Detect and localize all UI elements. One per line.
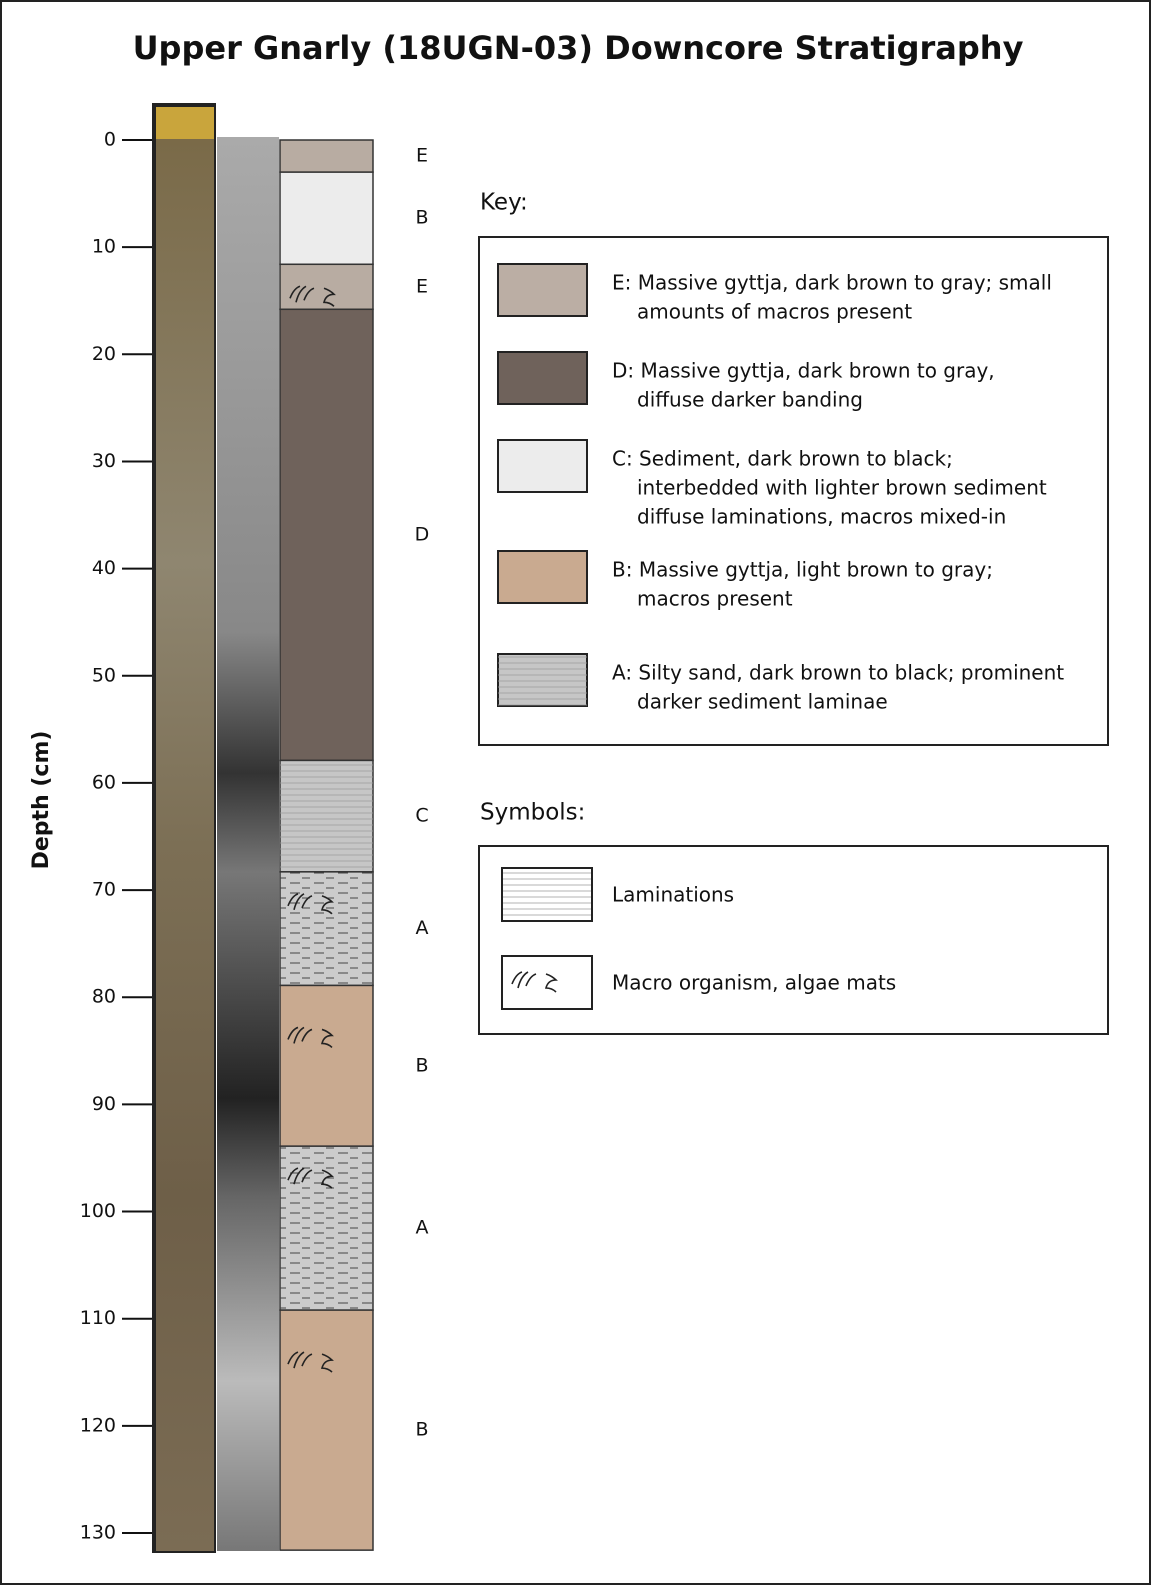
page: Upper Gnarly (18UGN-03) Downcore Stratig… (0, 0, 1151, 1585)
unit (280, 309, 373, 760)
key-text: diffuse darker banding (637, 388, 863, 412)
tick-label: 40 (92, 557, 116, 579)
key-swatch (498, 551, 587, 603)
core-xray (217, 137, 279, 1551)
key-swatch (498, 264, 587, 316)
tick-label: 110 (80, 1307, 116, 1329)
tick-label: 70 (92, 879, 116, 901)
unit-pattern (280, 872, 373, 986)
tick-label: 0 (104, 129, 116, 151)
unit (280, 985, 373, 1146)
unit-label: A (416, 1217, 429, 1239)
tick-label: 90 (92, 1093, 116, 1115)
tick-label: 120 (80, 1414, 116, 1436)
unit-label: C (415, 805, 428, 827)
tick-label: 130 (80, 1522, 116, 1544)
unit-label: E (416, 145, 428, 167)
key-swatch (498, 440, 587, 492)
key-text: D: Massive gyttja, dark brown to gray, (612, 359, 995, 383)
tick-label: 20 (92, 343, 116, 365)
key-text: A: Silty sand, dark brown to black; prom… (612, 661, 1064, 685)
key-text: interbedded with lighter brown sediment (637, 476, 1047, 500)
core-top (156, 107, 214, 139)
unit-label: A (416, 917, 429, 939)
unit-label: D (415, 523, 430, 545)
tick-label: 100 (80, 1200, 116, 1222)
key-text: E: Massive gyttja, dark brown to gray; s… (612, 271, 1052, 295)
unit (280, 1310, 373, 1550)
key-text: B: Massive gyttja, light brown to gray; (612, 558, 993, 582)
unit-label: B (415, 1054, 428, 1076)
unit-label: B (415, 1419, 428, 1441)
tick-label: 80 (92, 986, 116, 1008)
symbol-text: Macro organism, algae mats (612, 971, 896, 995)
unit (280, 140, 373, 172)
axis-label: Depth (cm) (29, 731, 54, 870)
core-photo (156, 139, 214, 1551)
symbol-text: Laminations (612, 883, 734, 907)
unit-pattern (280, 760, 373, 871)
symbol-swatch (502, 956, 592, 1009)
key-text: darker sediment laminae (637, 690, 888, 714)
title: Upper Gnarly (18UGN-03) Downcore Stratig… (133, 29, 1024, 67)
strat-column (280, 140, 373, 1550)
unit-label: E (416, 275, 428, 297)
symbols-heading: Symbols: (480, 800, 585, 826)
key-text: diffuse laminations, macros mixed-in (637, 505, 1006, 529)
tick-label: 60 (92, 771, 116, 793)
key-swatch (498, 352, 587, 404)
key-text: amounts of macros present (637, 300, 912, 324)
unit-label: B (415, 207, 428, 229)
key-swatch-pattern (498, 654, 587, 706)
key-text: macros present (637, 587, 793, 611)
unit (280, 172, 373, 264)
key-heading: Key: (480, 190, 528, 216)
tick-label: 50 (92, 664, 116, 686)
tick-label: 10 (92, 236, 116, 258)
tick-label: 30 (92, 450, 116, 472)
key-text: C: Sediment, dark brown to black; (612, 447, 953, 471)
symbol-pattern (503, 869, 591, 920)
